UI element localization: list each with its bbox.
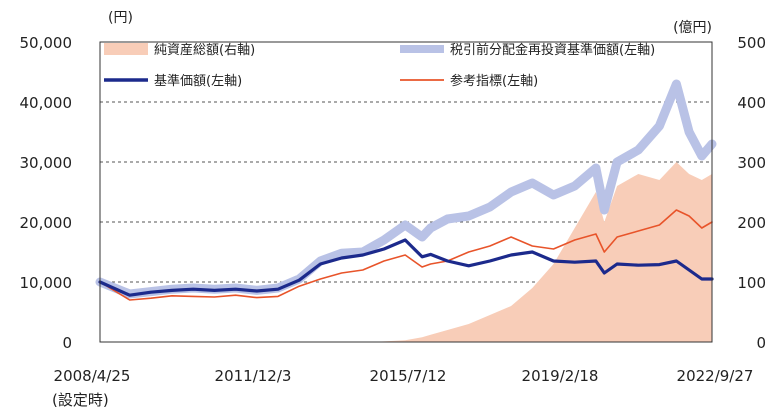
x-tick-label: 2015/7/12 xyxy=(370,367,447,385)
right-axis-ticks: 500 400 300 200 100 0 xyxy=(737,34,766,352)
left-tick-label: 10,000 xyxy=(20,274,73,292)
right-tick-label: 500 xyxy=(737,34,766,52)
left-tick-label: 50,000 xyxy=(20,34,73,52)
left-tick-label: 30,000 xyxy=(20,154,73,172)
left-tick-label: 40,000 xyxy=(20,94,73,112)
series-line-nav xyxy=(98,238,714,297)
legend-label-nav: 基準価額(左軸) xyxy=(154,73,242,89)
left-tick-label: 0 xyxy=(62,334,72,352)
legend: 純資産総額(右軸) 税引前分配金再投資基準価額(左軸) 基準価額(左軸) 参考指… xyxy=(104,42,655,89)
right-axis-unit: (億円) xyxy=(673,20,712,36)
x-tick-label: 2022/9/27 xyxy=(677,367,754,385)
x-axis-ticks: 2008/4/25 2011/12/3 2015/7/12 2019/2/18 2022… xyxy=(54,367,754,385)
x-tick-label: 2011/12/3 xyxy=(215,367,292,385)
right-tick-label: 200 xyxy=(737,214,766,232)
net-assets-area xyxy=(100,162,712,342)
right-tick-label: 0 xyxy=(756,334,766,352)
x-tick-label: 2019/2/18 xyxy=(522,367,599,385)
right-tick-label: 100 xyxy=(737,274,766,292)
series-area-net-assets xyxy=(100,162,712,342)
x-axis-sub-label: (設定時) xyxy=(52,391,109,409)
right-tick-label: 400 xyxy=(737,94,766,112)
series-lines xyxy=(95,79,717,301)
plot-border xyxy=(99,41,713,343)
plot-frame xyxy=(99,41,713,343)
legend-label-reinvested-nav: 税引前分配金再投資基準価額(左軸) xyxy=(450,42,655,58)
legend-swatch-net-assets xyxy=(104,43,148,55)
right-tick-label: 300 xyxy=(737,154,766,172)
left-axis-unit: (円) xyxy=(108,10,133,26)
legend-label-benchmark: 参考指標(左軸) xyxy=(450,73,538,89)
legend-label-net-assets: 純資産総額(右軸) xyxy=(154,42,255,58)
series-line-benchmark xyxy=(99,209,713,301)
x-tick-label: 2008/4/25 xyxy=(54,367,131,385)
left-axis-ticks: 50,000 40,000 30,000 20,000 10,000 0 xyxy=(20,34,73,352)
left-tick-label: 20,000 xyxy=(20,214,73,232)
